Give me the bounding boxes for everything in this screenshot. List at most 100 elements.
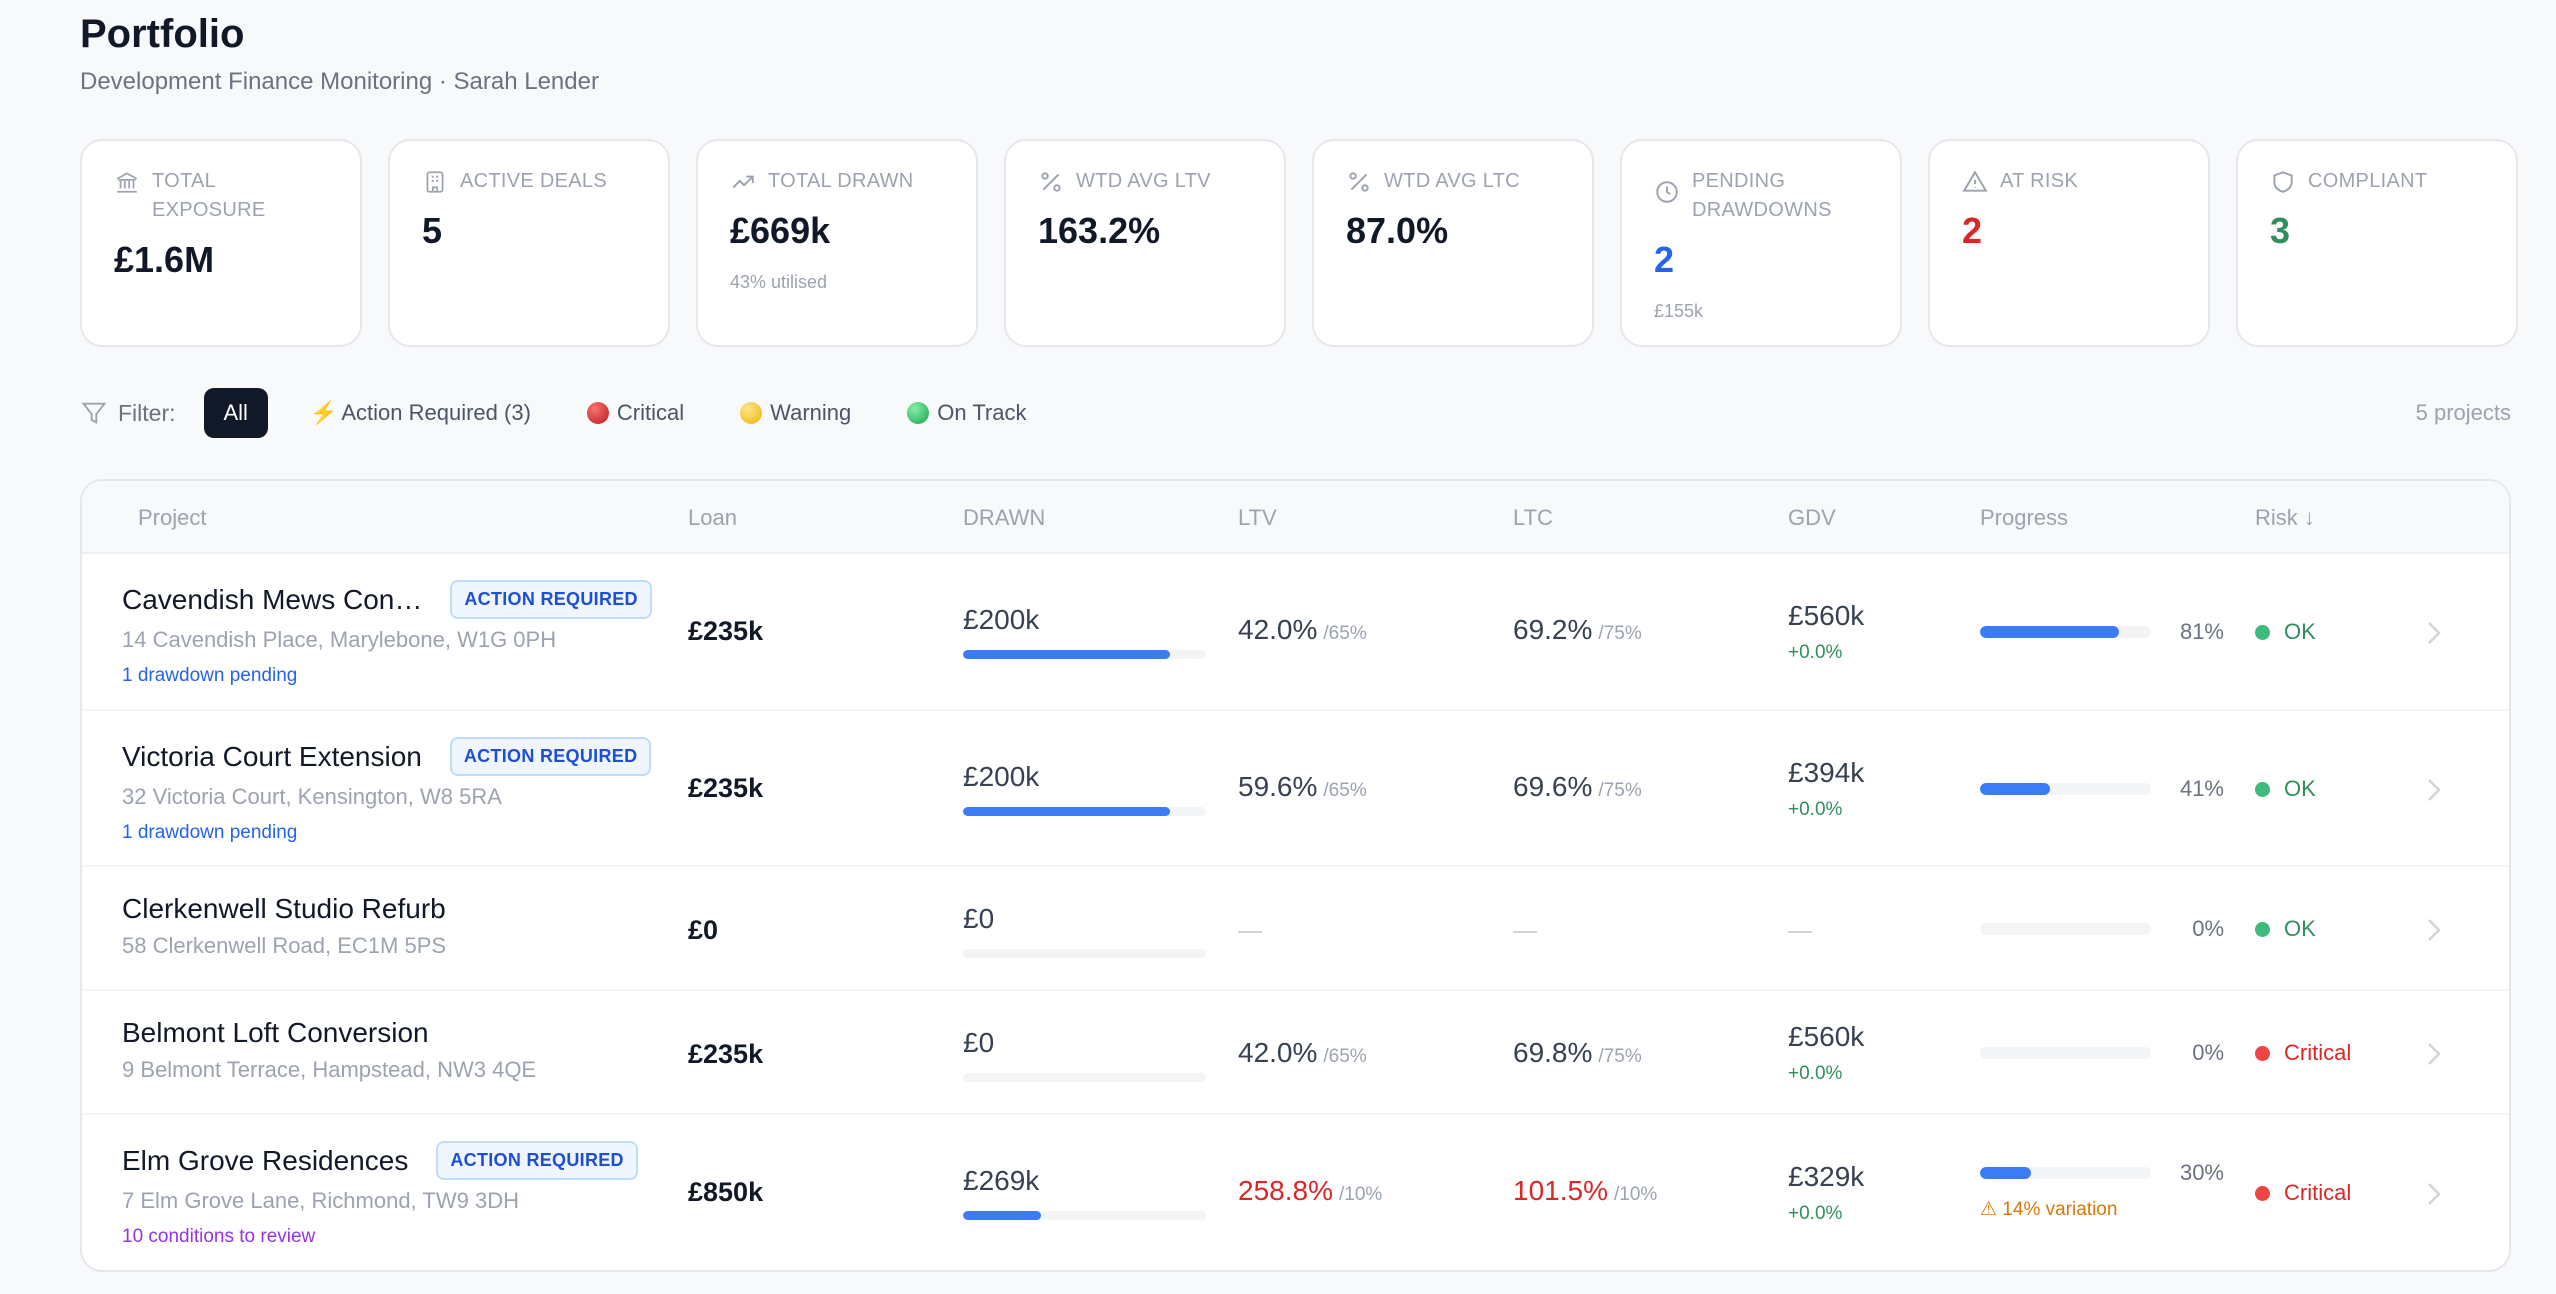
projects-table: Project Loan DRAWN LTV LTC GDV Progress …: [80, 479, 2511, 1272]
stat-value: 2: [1962, 210, 1983, 251]
column-header-risk[interactable]: Risk ↓: [2255, 505, 2315, 530]
risk-label: OK: [2284, 916, 2316, 941]
loan-amount: £235k: [688, 773, 764, 803]
stat-value: 2: [1654, 239, 1675, 280]
column-header-ltc[interactable]: LTC: [1513, 505, 1553, 530]
chip-label: Action Required (3): [341, 400, 531, 425]
ltc-empty: [1513, 931, 1537, 933]
ltc-limit: /75%: [1598, 1046, 1642, 1067]
project-note[interactable]: 10 conditions to review: [122, 1226, 316, 1247]
drawn-bar: [963, 807, 1206, 816]
chevron-right-icon[interactable]: [2426, 620, 2442, 651]
filter-chip-warning[interactable]: Warning: [726, 390, 865, 436]
drawn-bar: [963, 650, 1206, 659]
gdv-value: £560k: [1788, 600, 1865, 631]
progress: 30% ⚠ 14% variation: [1980, 1160, 2224, 1221]
trending-up-icon: [730, 169, 756, 195]
project-name[interactable]: Belmont Loft Conversion: [122, 1017, 429, 1048]
project-note[interactable]: 1 drawdown pending: [122, 822, 298, 843]
ltv-value: 258.8%: [1238, 1175, 1333, 1206]
column-header-ltv[interactable]: LTV: [1238, 505, 1277, 530]
column-header-progress[interactable]: Progress: [1980, 505, 2069, 530]
column-header-drawn[interactable]: DRAWN: [963, 505, 1046, 530]
status-dot-icon: [2255, 921, 2270, 937]
gdv-value: £560k: [1788, 1021, 1865, 1052]
table-row[interactable]: Elm Grove Residences ACTION REQUIRED 7 E…: [82, 1115, 2509, 1270]
stat-label: WTD AVG LTV: [1076, 170, 1211, 192]
gdv-value: £394k: [1788, 757, 1865, 788]
project-count: 5 projects: [2415, 400, 2511, 425]
table-row[interactable]: Clerkenwell Studio Refurb 58 Clerkenwell…: [82, 867, 2509, 991]
ltc-limit: /75%: [1598, 780, 1642, 801]
project-address: 9 Belmont Terrace, Hampstead, NW3 4QE: [122, 1057, 537, 1082]
project-name[interactable]: Victoria Court Extension: [122, 740, 422, 772]
gdv-value: £329k: [1788, 1161, 1865, 1192]
drawn-bar: [963, 949, 1206, 958]
loan-amount: £235k: [688, 1039, 764, 1069]
drawn-amount: £200k: [963, 604, 1040, 635]
stat-card-active-deals: ACTIVE DEALS 5: [388, 139, 670, 347]
filter-bar: Filter: All ⚡ Action Required (3) Critic…: [80, 387, 2511, 439]
project-address: 32 Victoria Court, Kensington, W8 5RA: [122, 784, 502, 809]
stat-card-pending-drawdowns: PENDING DRAWDOWNS 2 £155k: [1620, 139, 1902, 347]
page-subtitle: Development Finance Monitoring · Sarah L…: [80, 68, 599, 95]
project-name[interactable]: Cavendish Mews Con…: [122, 583, 423, 615]
ltv-value: 42.0%: [1238, 614, 1318, 645]
stat-label: COMPLIANT: [2308, 170, 2428, 192]
column-header-project[interactable]: Project: [138, 505, 207, 530]
ltv-limit: /65%: [1323, 623, 1367, 644]
gdv-change: +0.0%: [1788, 1203, 1843, 1224]
risk-status: OK: [2255, 619, 2316, 645]
filter-chip-action-required[interactable]: ⚡ Action Required (3): [296, 390, 545, 436]
table-row[interactable]: Belmont Loft Conversion 9 Belmont Terrac…: [82, 991, 2509, 1115]
column-header-gdv[interactable]: GDV: [1788, 505, 1836, 530]
green-circle-icon: [907, 402, 930, 424]
risk-label: Critical: [2284, 1180, 2352, 1205]
filter-chip-critical[interactable]: Critical: [573, 390, 698, 436]
stat-value: £1.6M: [114, 239, 215, 280]
stat-sub: £155k: [1654, 301, 1704, 321]
progress-percent: 81%: [2179, 619, 2224, 644]
stat-sub: 43% utilised: [730, 272, 828, 292]
drawn-amount: £269k: [963, 1165, 1040, 1196]
loan-amount: £0: [688, 915, 719, 945]
drawn-bar: [963, 1211, 1206, 1220]
stat-card-wtd-avg-ltc: WTD AVG LTC 87.0%: [1312, 139, 1594, 347]
project-name[interactable]: Elm Grove Residences: [122, 1144, 409, 1176]
ltv-value: 42.0%: [1238, 1037, 1318, 1068]
ltv-empty: [1238, 931, 1262, 933]
chevron-right-icon[interactable]: [2426, 917, 2442, 948]
gdv-change: +0.0%: [1788, 799, 1843, 820]
chip-label: Critical: [616, 400, 685, 425]
stat-label: ACTIVE DEALS: [460, 170, 607, 192]
chip-label: On Track: [937, 400, 1027, 425]
filter-icon: [80, 399, 108, 427]
project-note[interactable]: 1 drawdown pending: [122, 665, 298, 686]
stat-card-at-risk: AT RISK 2: [1928, 139, 2210, 347]
column-header-loan[interactable]: Loan: [688, 505, 737, 530]
table-row[interactable]: Victoria Court Extension ACTION REQUIRED…: [82, 711, 2509, 867]
stat-label: TOTAL EXPOSURE: [152, 170, 266, 221]
drawn-amount: £0: [963, 1027, 995, 1058]
red-circle-icon: [586, 402, 609, 424]
stat-value: 163.2%: [1038, 210, 1161, 251]
table-row[interactable]: Cavendish Mews Con… ACTION REQUIRED 14 C…: [82, 554, 2509, 711]
yellow-circle-icon: [740, 402, 763, 424]
ltc-value: 69.8%: [1513, 1037, 1593, 1068]
project-name[interactable]: Clerkenwell Studio Refurb: [122, 893, 446, 924]
stat-value: 3: [2270, 210, 2291, 251]
chevron-right-icon[interactable]: [2426, 777, 2442, 808]
progress-percent: 41%: [2179, 776, 2224, 801]
chevron-right-icon[interactable]: [2426, 1181, 2442, 1212]
risk-label: OK: [2284, 776, 2316, 801]
risk-status: OK: [2255, 916, 2316, 942]
chevron-right-icon[interactable]: [2426, 1041, 2442, 1072]
project-address: 7 Elm Grove Lane, Richmond, TW9 3DH: [122, 1188, 519, 1213]
risk-status: Critical: [2255, 1180, 2351, 1206]
percent-icon: [1346, 169, 1372, 195]
filter-chip-all[interactable]: All: [203, 388, 268, 438]
progress: 41%: [1980, 776, 2224, 802]
filter-label: Filter:: [118, 399, 176, 426]
stat-value: £669k: [730, 210, 831, 251]
filter-chip-on-track[interactable]: On Track: [893, 390, 1040, 436]
